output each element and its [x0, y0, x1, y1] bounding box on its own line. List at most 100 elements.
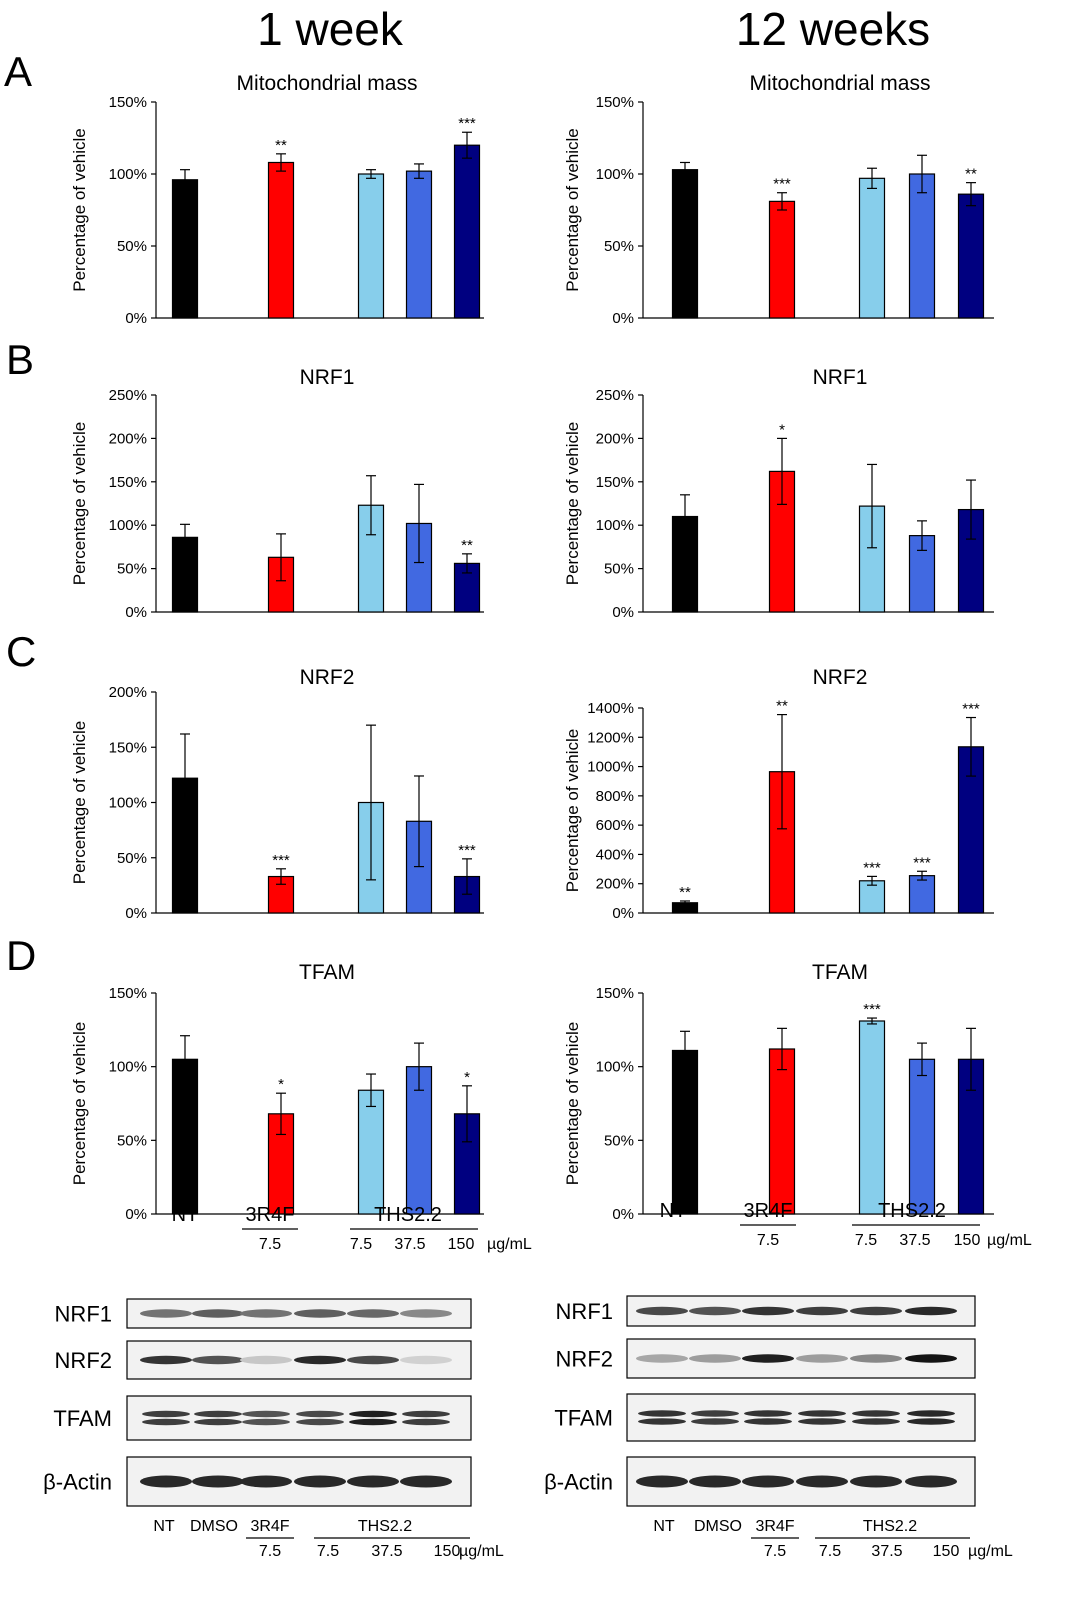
- blot-band: [636, 1354, 688, 1363]
- y-axis-label: Percentage of vehicle: [563, 128, 582, 292]
- charts-layer: Mitochondrial mass Percentage of vehicle 0…: [70, 72, 994, 1223]
- blot-band: [192, 1309, 244, 1318]
- significance-label: ***: [458, 842, 476, 859]
- significance-label: ***: [773, 176, 791, 193]
- blot-row-nrf2: NRF2: [556, 1338, 976, 1379]
- blot-row-nrf2: NRF2: [55, 1340, 472, 1380]
- y-axis-label: Percentage of vehicle: [563, 729, 582, 893]
- bar-ths-37-5: [405, 170, 433, 319]
- x-label-3r4f-dose: 7.5: [259, 1236, 281, 1253]
- chart-title: Mitochondrial mass: [750, 72, 931, 95]
- blot-band: [240, 1475, 292, 1488]
- blot-row-label: TFAM: [53, 1406, 112, 1431]
- y-axis-label: Percentage of vehicle: [70, 721, 89, 885]
- bar-ths-7-5: [858, 1020, 886, 1215]
- y-tick-label: 0%: [125, 604, 147, 621]
- blot-band: [905, 1354, 957, 1363]
- chart-title: NRF2: [300, 666, 355, 689]
- y-tick-label: 250%: [109, 387, 147, 404]
- blot-lane-ths-dose: 7.5: [317, 1543, 339, 1560]
- blot-band: [742, 1354, 794, 1363]
- y-tick-label: 150%: [596, 94, 634, 111]
- x-label-ths22: THS2.2: [374, 1204, 442, 1226]
- significance-label: **: [461, 537, 473, 554]
- x-label-3r4f: 3R4F: [246, 1204, 295, 1226]
- blot-band: [798, 1410, 846, 1417]
- y-axis-label: Percentage of vehicle: [563, 422, 582, 586]
- y-tick-label: 150%: [109, 985, 147, 1002]
- blot-band: [689, 1354, 741, 1363]
- y-tick-label: 100%: [109, 517, 147, 534]
- y-tick-label: 0%: [125, 310, 147, 327]
- column-title-1-week: 1 week: [257, 3, 404, 55]
- significance-label: ***: [863, 1001, 881, 1018]
- significance-label: *: [779, 421, 785, 438]
- blot-band: [194, 1410, 242, 1418]
- blot-band: [402, 1418, 450, 1426]
- blot-band: [294, 1355, 346, 1365]
- y-tick-label: 600%: [596, 817, 634, 834]
- blot-unit-label: µg/mL: [968, 1543, 1013, 1560]
- blot-band: [636, 1475, 688, 1488]
- x-label-3r4f: 3R4F: [744, 1200, 793, 1222]
- blot-lane-ths22: THS2.2: [863, 1518, 917, 1535]
- blot-band: [691, 1418, 739, 1425]
- y-tick-label: 250%: [596, 387, 634, 404]
- chart-title: TFAM: [299, 961, 355, 984]
- x-label-ths-dose: 37.5: [394, 1236, 425, 1253]
- blot-band: [140, 1475, 192, 1488]
- blot-band: [140, 1355, 192, 1365]
- blot-band: [349, 1418, 397, 1426]
- significance-label: *: [278, 1076, 284, 1093]
- significance-label: ***: [272, 852, 290, 869]
- y-tick-label: 200%: [596, 876, 634, 893]
- x-label-nt: NT: [172, 1204, 199, 1226]
- bar-ths-37-5: [908, 875, 936, 914]
- panel-letter-b: B: [6, 336, 34, 383]
- x-label-ths-dose: 7.5: [350, 1236, 372, 1253]
- x-label-ths-dose: 150: [448, 1236, 475, 1253]
- blot-band: [347, 1309, 399, 1318]
- blot-band: [294, 1309, 346, 1318]
- blot-band: [192, 1475, 244, 1488]
- bar-ths-7-5: [858, 177, 886, 319]
- x-label-3r4f-dose: 7.5: [757, 1232, 779, 1249]
- y-tick-label: 0%: [612, 905, 634, 922]
- y-tick-label: 50%: [117, 561, 147, 578]
- blot-row-nrf1: NRF1: [556, 1295, 976, 1327]
- blot-row-label: β-Actin: [544, 1470, 613, 1495]
- bar-3r4f: [768, 200, 796, 319]
- blot-row--actin: β-Actin: [43, 1456, 472, 1507]
- blot-unit-label: µg/mL: [459, 1543, 504, 1560]
- bar-ths-7-5: [357, 173, 385, 319]
- bar-ths-37-5: [908, 1058, 936, 1215]
- blot-band: [294, 1475, 346, 1488]
- y-tick-label: 1400%: [587, 700, 634, 717]
- blot-row-label: NRF1: [556, 1299, 613, 1324]
- y-tick-label: 0%: [612, 1206, 634, 1223]
- bar-3r4f: [768, 1048, 796, 1215]
- y-tick-label: 150%: [109, 94, 147, 111]
- blot-row-label: TFAM: [554, 1406, 613, 1431]
- y-tick-label: 1000%: [587, 759, 634, 776]
- blot-band: [742, 1475, 794, 1488]
- blot-lane-ths-dose: 37.5: [871, 1543, 902, 1560]
- western-blots-layer: NRF1 NRF2 TFAM β-Actin NT DMSO 3R4F 7.5 THS2.2 7.…: [43, 1295, 1013, 1560]
- bar-ths-37-5: [908, 173, 936, 319]
- blot-band: [192, 1355, 244, 1365]
- blot-panel-left: NRF1 NRF2 TFAM β-Actin NT DMSO 3R4F 7.5 THS2.2 7.…: [43, 1298, 504, 1560]
- y-axis-label: Percentage of vehicle: [70, 128, 89, 292]
- blot-row-label: NRF2: [55, 1348, 112, 1373]
- x-label-ths-dose: 7.5: [855, 1232, 877, 1249]
- blot-lane-3r4f: 3R4F: [250, 1518, 289, 1535]
- blot-lane-dmso: DMSO: [694, 1518, 742, 1535]
- blot-lane-nt: NT: [153, 1518, 175, 1535]
- y-tick-label: 100%: [596, 1059, 634, 1076]
- significance-label: **: [776, 698, 788, 715]
- x-label-unit: µg/mL: [987, 1232, 1032, 1249]
- chart-title: NRF1: [300, 366, 355, 389]
- blot-band: [744, 1418, 792, 1425]
